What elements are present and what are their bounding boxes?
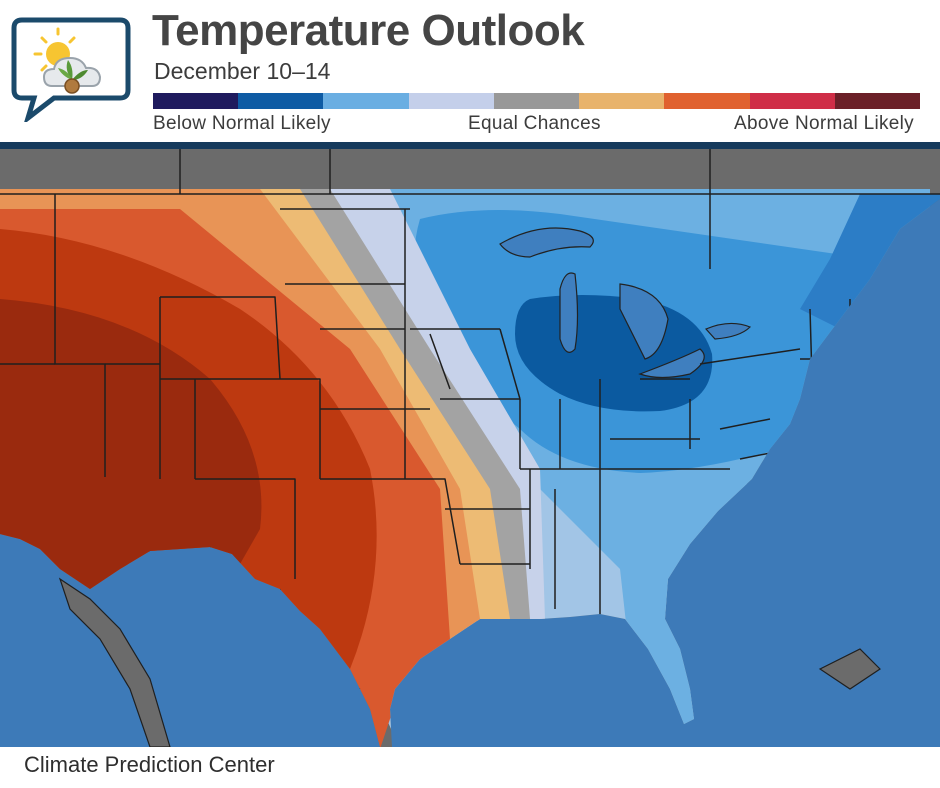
page-title: Temperature Outlook: [152, 6, 585, 55]
legend-label-below: Below Normal Likely: [153, 113, 331, 134]
probability-legend: [153, 93, 920, 109]
mexico-coast: [58, 577, 881, 747]
legend-label-equal: Equal Chances: [468, 113, 601, 134]
outlook-map: [0, 149, 940, 747]
legend-swatch-1: [153, 93, 239, 109]
legend-swatch-8: [749, 93, 835, 109]
state-boundaries: [0, 149, 940, 619]
weather-logo-icon: [11, 17, 131, 122]
legend-swatch-3: [323, 93, 409, 109]
date-range: December 10–14: [154, 58, 331, 84]
source-credit: Climate Prediction Center: [24, 752, 275, 777]
legend-swatch-2: [238, 93, 324, 109]
legend-swatch-7: [664, 93, 750, 109]
legend-swatch-4: [408, 93, 494, 109]
legend-swatch-5: [493, 93, 580, 109]
header-divider: [0, 142, 940, 149]
great-lakes: [499, 227, 752, 379]
legend-swatch-6: [579, 93, 665, 109]
legend-swatch-9: [834, 93, 920, 109]
header: Temperature Outlook December 10–14 Below…: [0, 0, 940, 140]
legend-label-above: Above Normal Likely: [734, 113, 914, 134]
zone-near-below: [0, 189, 545, 619]
